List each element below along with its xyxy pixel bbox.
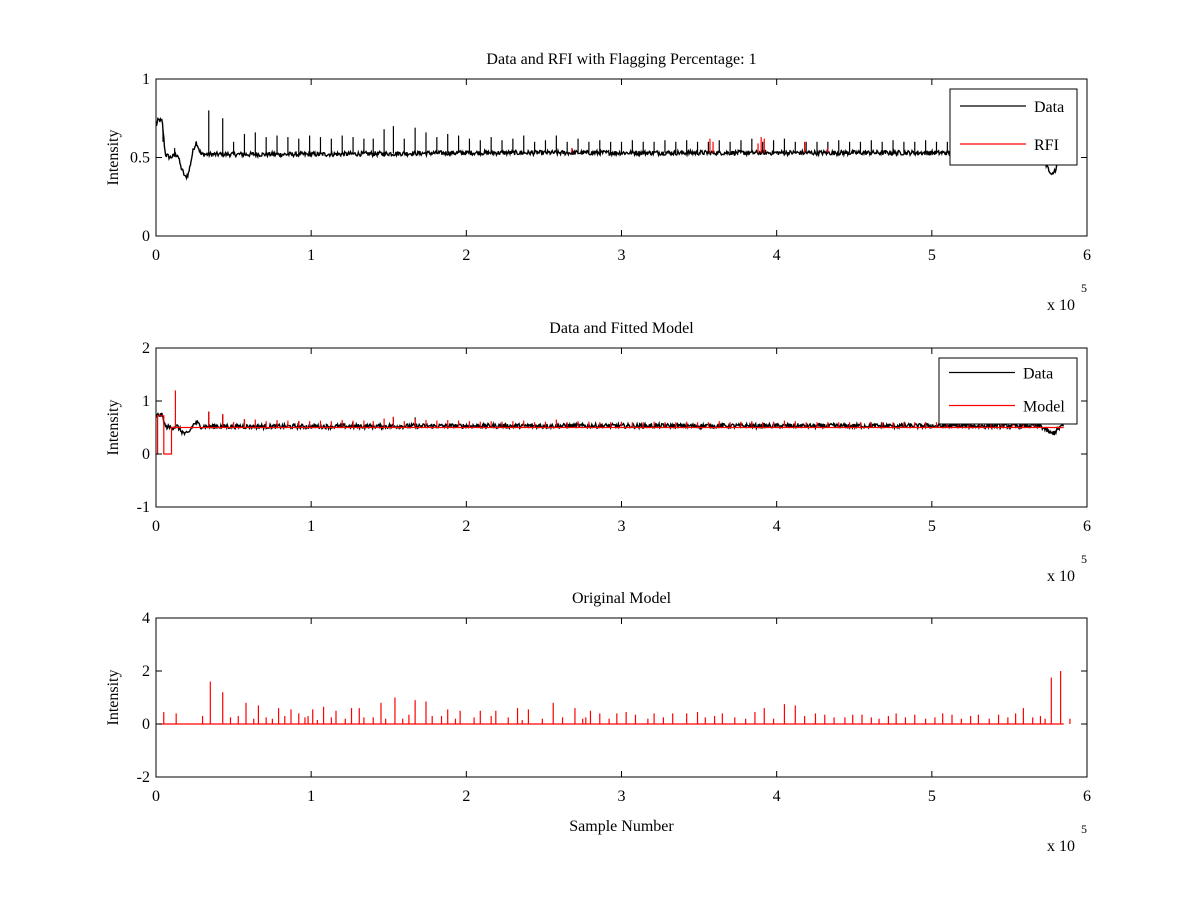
y-tick-label: 0.5 [130,150,150,167]
x-multiplier-exponent: 5 [1081,281,1087,295]
y-tick-label: 0 [142,716,150,733]
plot-area [159,671,1071,725]
x-multiplier-exponent: 5 [1081,822,1087,836]
x-tick-label: 1 [307,788,315,805]
x-tick-label: 1 [307,518,315,535]
y-axis-label: Intensity [105,130,122,186]
y-tick-label: 2 [142,663,150,680]
chart-title: Data and RFI with Flagging Percentage: 1 [486,51,756,68]
legend-box [949,88,1078,166]
x-tick-label: 2 [462,518,470,535]
legend-label-rfi: RFI [1034,137,1059,154]
legend-box [938,357,1078,425]
x-tick-label: 4 [773,788,781,805]
x-tick-label: 6 [1083,247,1091,264]
x-tick-label: 3 [618,788,626,805]
x-tick-label: 2 [462,788,470,805]
y-tick-label: -1 [137,499,150,516]
y-tick-label: 1 [142,393,150,410]
chart-title: Data and Fitted Model [549,320,694,337]
x-tick-label: 3 [618,247,626,264]
y-tick-label: 0 [142,228,150,245]
y-tick-label: 0 [142,446,150,463]
x-tick-label: 1 [307,247,315,264]
y-axis-label: Intensity [105,670,122,726]
y-axis-label: Intensity [105,400,122,456]
series-data-line [156,117,1065,181]
axes-box [155,617,1088,778]
x-multiplier-base: x 10 [1047,297,1075,314]
x-tick-label: 5 [928,518,936,535]
chart-title: Original Model [572,590,672,607]
x-tick-label: 0 [152,788,160,805]
x-multiplier-base: x 10 [1047,838,1075,855]
x-tick-label: 4 [773,247,781,264]
y-tick-label: -2 [137,769,150,786]
y-tick-label: 1 [142,71,150,88]
legend-label-data: Data [1034,99,1064,116]
series-model-line [156,415,1064,455]
x-tick-label: 6 [1083,788,1091,805]
x-multiplier-exponent: 5 [1081,552,1087,566]
y-tick-label: 4 [142,610,150,627]
subplot-1: 0 1 2 3 4 5 6 0 0.5 1 Data and RFI with Flagging P… [105,51,1091,314]
x-axis-label: Sample Number [569,818,674,835]
x-tick-label: 5 [928,788,936,805]
x-multiplier-base: x 10 [1047,568,1075,585]
x-tick-label: 6 [1083,518,1091,535]
legend: Data RFI [949,88,1078,166]
legend: Data Model [938,357,1078,425]
x-tick-label: 2 [462,247,470,264]
axes-box [155,78,1088,237]
x-tick-label: 5 [928,247,936,264]
legend-label-data: Data [1023,366,1053,383]
x-tick-label: 4 [773,518,781,535]
legend-label-model: Model [1023,399,1065,416]
x-tick-label: 3 [618,518,626,535]
plot-area [156,390,1065,455]
y-tick-label: 2 [142,340,150,357]
x-tick-label: 0 [152,247,160,264]
x-tick-label: 0 [152,518,160,535]
